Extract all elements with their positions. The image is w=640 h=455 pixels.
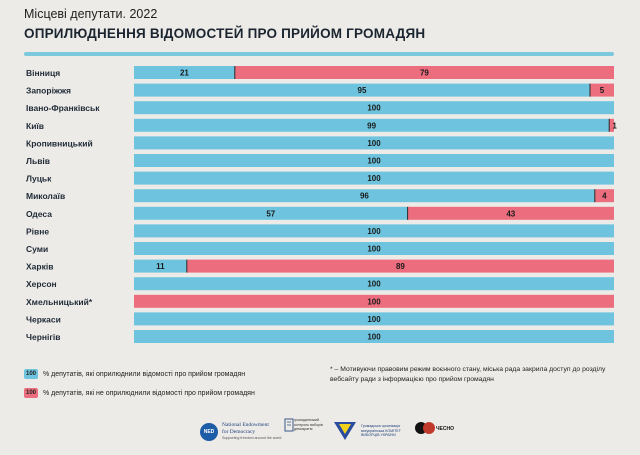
bar-not-published	[234, 66, 615, 79]
category-label: Суми	[26, 244, 48, 254]
bar-value-label: 21	[180, 69, 189, 78]
bar-chart: Вінниця 21 79 Запоріжжя 95 5 Івано-Франківськ 1…	[26, 66, 617, 343]
bar-published	[134, 154, 614, 167]
bar-not-published	[594, 189, 614, 203]
bar-published	[134, 136, 614, 150]
bar-published	[134, 277, 614, 291]
bar-value-label: 100	[367, 227, 381, 236]
legend-swatch-published: 100	[24, 369, 38, 379]
bar-published	[134, 330, 614, 343]
bar-value-label: 95	[358, 86, 367, 95]
legend-item-published: 100 % депутатів, які оприлюднили відомос…	[24, 369, 245, 379]
page-title: ОПРИЛЮДНЕННЯ ВІДОМОСТЕЙ ПРО ПРИЙОМ ГРОМА…	[24, 26, 426, 41]
chesno-logo: ЧЕСНО	[414, 420, 454, 438]
category-label: Харків	[26, 262, 53, 272]
bar-value-label: 5	[600, 86, 605, 95]
bar-value-label: 100	[367, 280, 381, 289]
bar-published	[134, 259, 187, 273]
bar-not-published	[407, 206, 614, 220]
chesno-logo-text: ЧЕСНО	[436, 426, 454, 432]
civic-emblem-icon	[284, 418, 294, 432]
bar-value-label: 100	[367, 333, 381, 342]
category-label: Херсон	[26, 279, 57, 289]
ned-name-line1: National Endowment	[222, 422, 269, 428]
bar-value-label: 1	[612, 121, 617, 130]
bar-value-label: 100	[367, 157, 381, 166]
bar-not-published	[609, 118, 614, 132]
bar-value-label: 100	[367, 174, 381, 183]
category-label: Запоріжжя	[26, 86, 71, 96]
category-label: Черкаси	[26, 314, 61, 324]
bar-not-published	[186, 259, 615, 273]
bar-value-label: 100	[367, 139, 381, 148]
chesno-emblem-icon	[415, 422, 435, 434]
category-label: Луцьк	[26, 174, 52, 184]
bar-published	[134, 189, 595, 203]
bar-not-published	[590, 83, 614, 97]
bar-value-label: 100	[367, 315, 381, 324]
bar-value-label: 43	[506, 209, 515, 218]
footnote: * – Мотивуючи правовим режим воєнного ст…	[330, 366, 606, 383]
ned-tagline: Supporting freedom around the world	[222, 436, 282, 440]
category-label: Чернігів	[26, 332, 61, 342]
bar-value-label: 4	[602, 192, 607, 201]
legend-item-not-published: 100 % депутатів, які не оприлюднили відо…	[24, 388, 255, 398]
page-subtitle: Місцеві депутати. 2022	[24, 7, 158, 21]
partner-logos: NED National Endowment for Democracy Sup…	[0, 418, 640, 450]
legend-label-published: % депутатів, які оприлюднили відомості п…	[43, 370, 246, 378]
kvu-logo: Громадська організація всеукраїнська КОМ…	[332, 420, 409, 442]
bar-published	[134, 83, 590, 97]
ned-logo: NED National Endowment for Democracy Sup…	[200, 422, 281, 442]
kvu-logo-text: Громадська організація всеукраїнська КОМ…	[361, 424, 401, 438]
bar-published	[134, 101, 614, 115]
bar-published	[134, 224, 614, 238]
bar-published	[134, 171, 614, 185]
bar-published	[134, 242, 614, 255]
civic-control-logo: громадянський контроль виборів демократі…	[284, 418, 330, 432]
category-label: Одеса	[26, 209, 52, 219]
ned-name-line2: for Democracy	[222, 428, 256, 435]
legend-label-not-published: % депутатів, які не оприлюднили відомост…	[43, 389, 255, 397]
kvu-emblem-icon	[334, 422, 356, 440]
ned-emblem-icon: NED	[200, 422, 218, 441]
legend-swatch-not-published: 100	[24, 388, 38, 398]
bar-value-label: 89	[396, 262, 405, 271]
bar-published	[134, 206, 408, 220]
civic-logo-text: громадянський контроль виборів демократі…	[294, 418, 323, 432]
category-label: Кропивницький	[26, 138, 93, 148]
bar-value-label: 100	[367, 297, 381, 306]
bar-value-label: 57	[266, 209, 275, 218]
bar-value-label: 11	[156, 262, 165, 271]
bar-value-label: 99	[367, 121, 376, 130]
category-label: Івано-Франківськ	[26, 103, 100, 113]
bar-value-label: 100	[367, 245, 381, 254]
bar-published	[134, 118, 610, 132]
bar-published	[134, 312, 614, 326]
bar-published	[134, 66, 235, 79]
category-label: Рівне	[26, 226, 49, 236]
title-underline	[24, 52, 614, 56]
bar-value-label: 100	[367, 104, 381, 113]
bar-value-label: 96	[360, 192, 369, 201]
bar-not-published	[134, 294, 614, 308]
category-label: Київ	[26, 121, 44, 131]
category-label: Миколаїв	[26, 191, 65, 201]
bar-value-label: 79	[420, 69, 429, 78]
category-label: Хмельницький*	[26, 297, 93, 307]
category-label: Вінниця	[26, 68, 60, 78]
category-label: Львів	[26, 156, 50, 166]
